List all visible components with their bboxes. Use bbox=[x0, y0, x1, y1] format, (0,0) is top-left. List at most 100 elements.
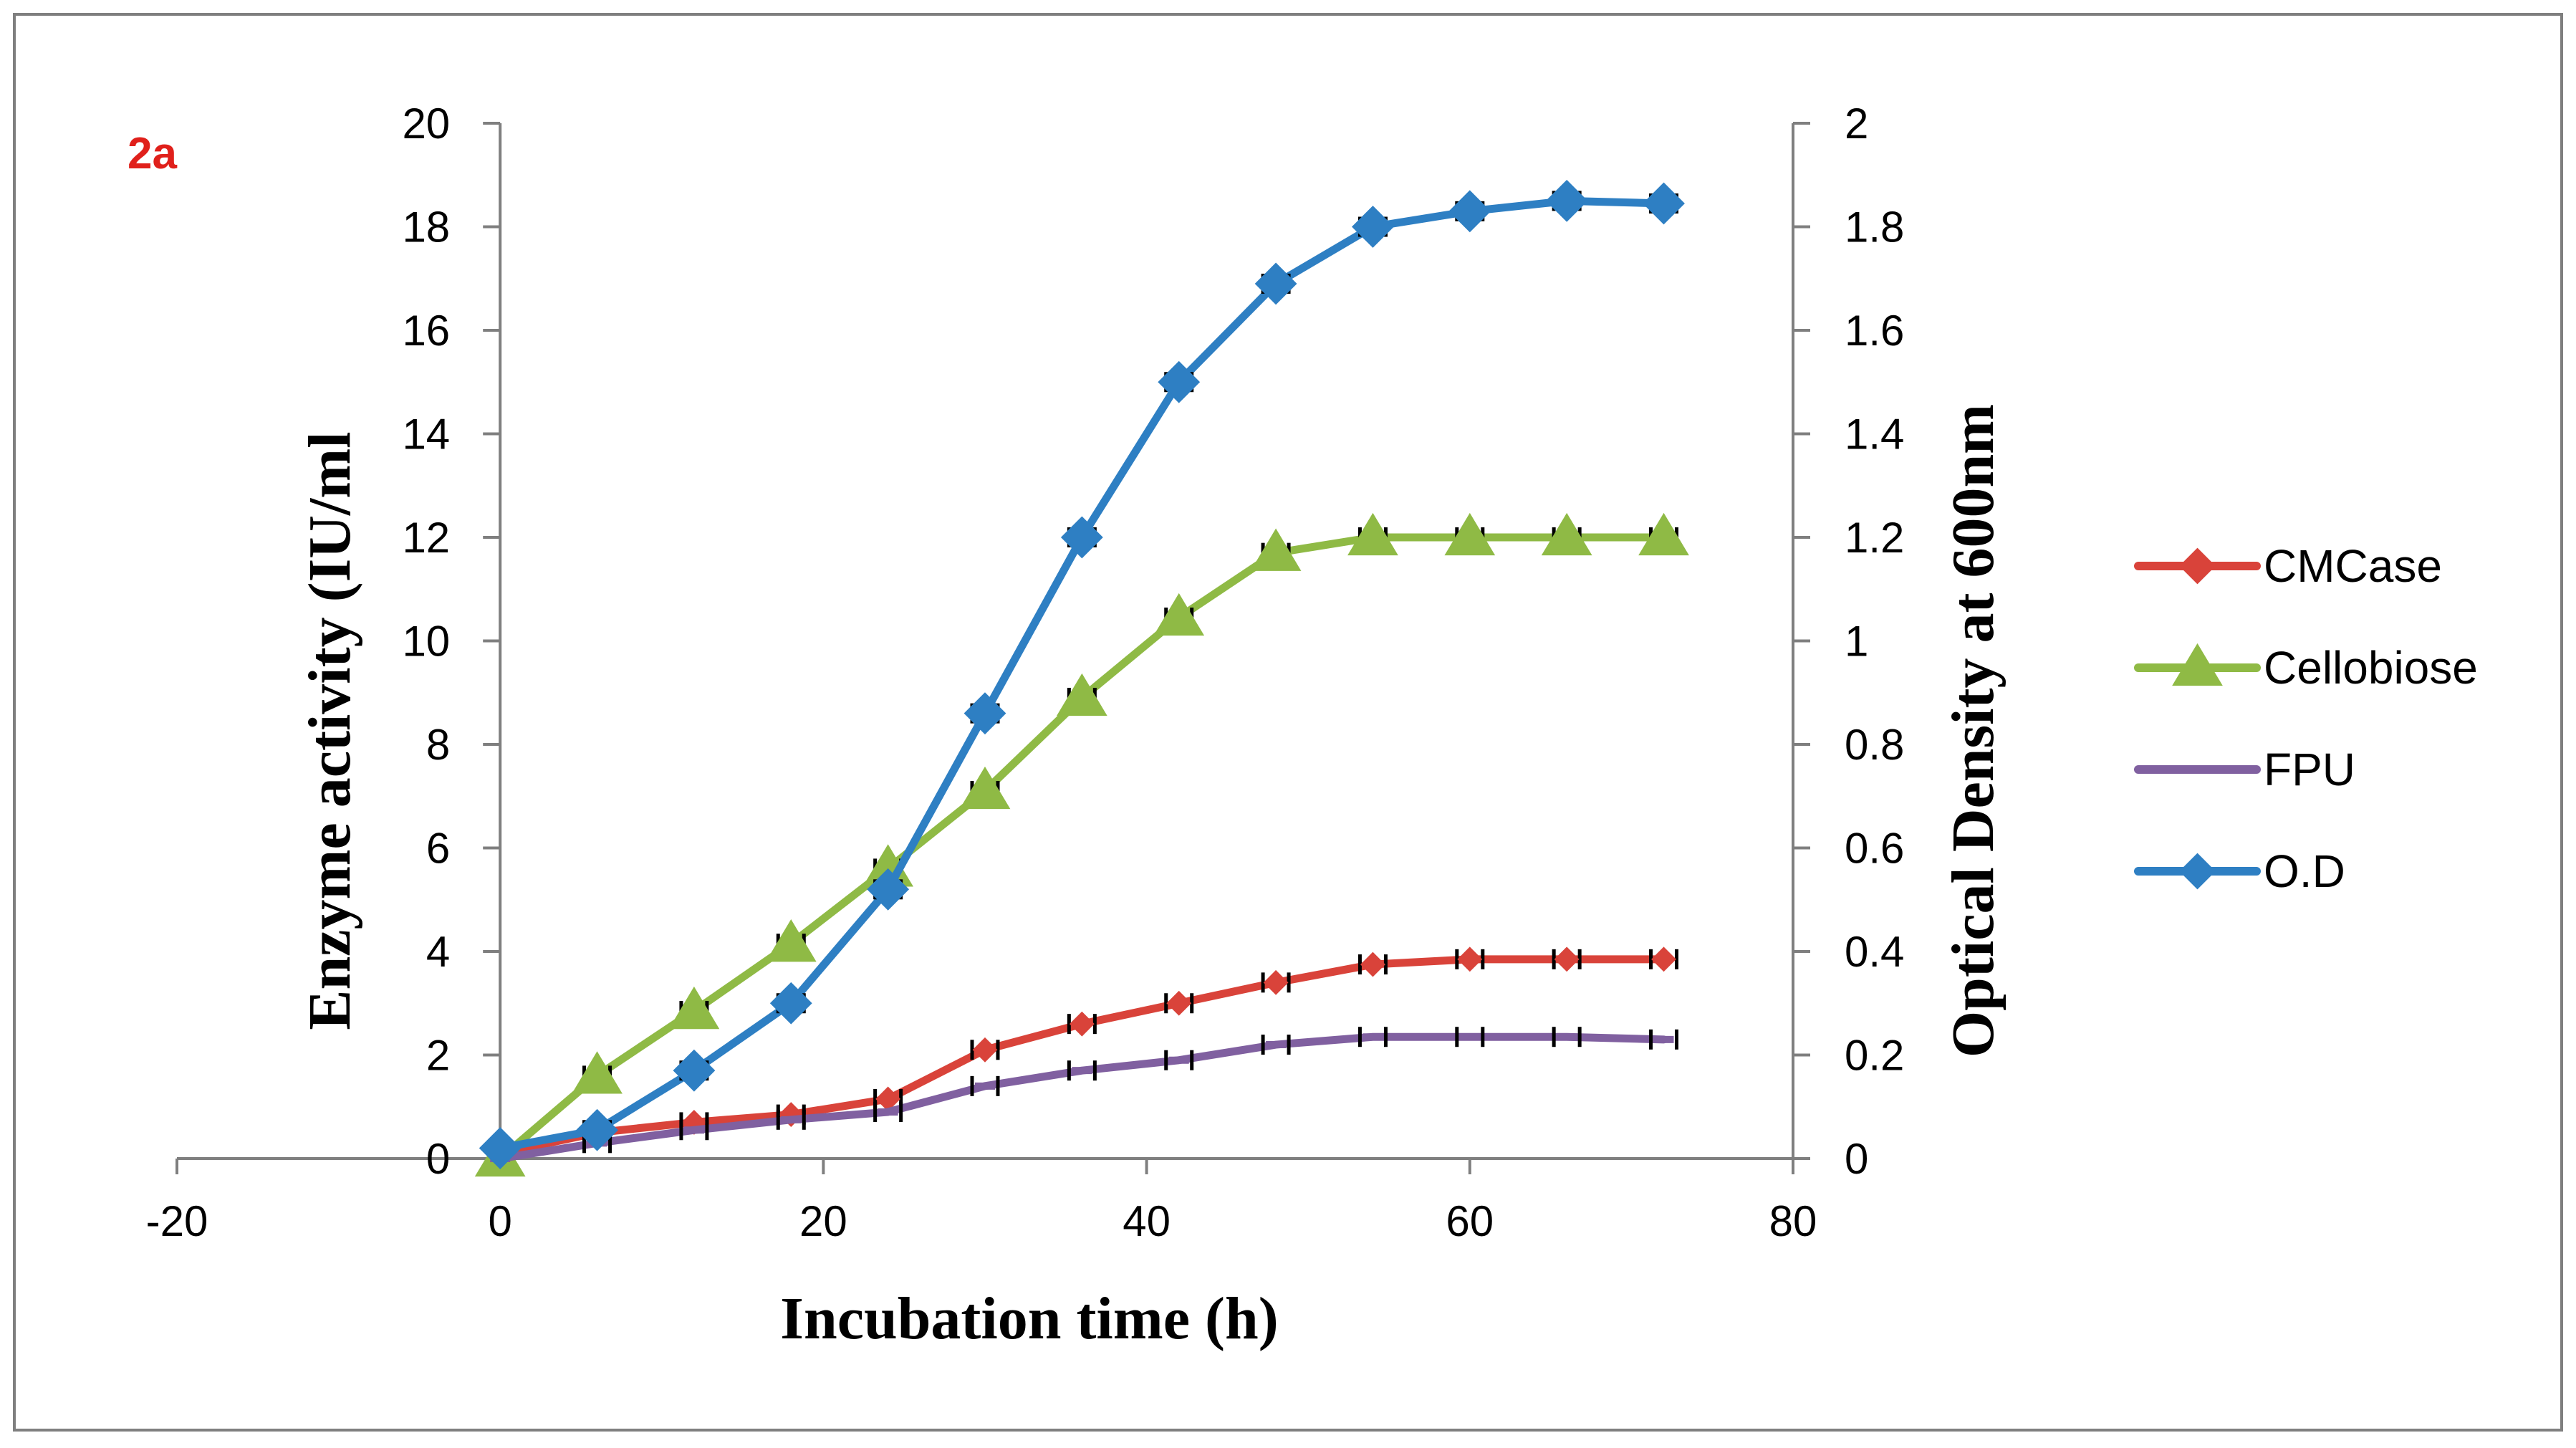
y-left-tick-label: 12 bbox=[402, 514, 450, 562]
series-fpu bbox=[490, 1027, 1679, 1163]
legend-label-o-d: O.D bbox=[2264, 845, 2345, 897]
data-point-cellobiose bbox=[1153, 593, 1205, 636]
error-bar-fpu bbox=[1649, 1029, 1679, 1050]
series-cellobiose bbox=[474, 512, 1689, 1177]
data-point-o-d bbox=[963, 692, 1006, 735]
y-right-tick-label: 0.8 bbox=[1845, 721, 1904, 769]
data-point-cellobiose bbox=[1347, 512, 1398, 556]
y-right-tick-label: 1.6 bbox=[1845, 307, 1904, 355]
error-bar-fpu bbox=[776, 1109, 806, 1130]
x-tick-label: 40 bbox=[1123, 1197, 1171, 1245]
error-bar-cmcase bbox=[1649, 949, 1679, 969]
error-bar-cmcase bbox=[1261, 972, 1291, 993]
data-point-cmcase bbox=[1263, 969, 1289, 995]
data-point-o-d bbox=[1352, 206, 1394, 248]
legend-marker-o-d bbox=[2179, 853, 2216, 890]
legend-label-cmcase: CMCase bbox=[2264, 540, 2442, 592]
data-point-o-d bbox=[673, 1049, 716, 1092]
y-right-tick-label: 0.2 bbox=[1845, 1032, 1904, 1080]
data-point-o-d bbox=[1254, 262, 1297, 305]
y-right-tick-label: 1.8 bbox=[1845, 203, 1904, 251]
y-right-tick-label: 1.4 bbox=[1845, 411, 1904, 459]
y-left-tick-label: 16 bbox=[402, 307, 450, 355]
legend-item-cellobiose: Cellobiose bbox=[2134, 642, 2478, 694]
y-left-axis-title: Enzyme activity (IU/ml bbox=[297, 431, 363, 1030]
error-bar-fpu bbox=[679, 1120, 709, 1141]
error-bar-fpu bbox=[970, 1075, 1000, 1096]
series-layer bbox=[474, 179, 1689, 1177]
y-left-tick-label: 0 bbox=[426, 1135, 450, 1183]
legend-label-cellobiose: Cellobiose bbox=[2264, 642, 2478, 694]
error-bar-fpu bbox=[1357, 1027, 1388, 1047]
y-left-tick-label: 8 bbox=[426, 721, 450, 769]
data-point-o-d bbox=[1158, 360, 1201, 403]
y-right-tick-label: 0.6 bbox=[1845, 825, 1904, 873]
error-bar-cmcase bbox=[1455, 949, 1485, 969]
error-bar-cmcase bbox=[1164, 993, 1194, 1014]
error-bar-fpu bbox=[1261, 1035, 1291, 1055]
x-tick-label: -20 bbox=[146, 1197, 208, 1245]
data-point-cellobiose bbox=[1056, 673, 1107, 716]
axes-layer: -20 0 20 40 60 800246810121416182000.20.40.60… bbox=[146, 100, 1905, 1245]
data-point-cmcase bbox=[1554, 946, 1580, 972]
y-left-tick-label: 6 bbox=[426, 825, 450, 873]
y-left-tick-label: 14 bbox=[402, 411, 450, 459]
data-point-o-d bbox=[867, 868, 910, 911]
data-point-cmcase bbox=[1069, 1011, 1095, 1037]
data-point-o-d bbox=[1060, 516, 1103, 559]
y-right-tick-label: 0 bbox=[1845, 1135, 1868, 1183]
x-tick-label: 60 bbox=[1446, 1197, 1494, 1245]
data-point-o-d bbox=[1448, 190, 1491, 233]
y-left-tick-label: 10 bbox=[402, 618, 450, 666]
text-layer: 2a Incubation time (h) Enzyme activity (… bbox=[128, 129, 2007, 1352]
data-point-cellobiose bbox=[765, 919, 817, 962]
legend-item-cmcase: CMCase bbox=[2134, 540, 2442, 592]
y-right-axis-title: Optical Density at 600nm bbox=[1940, 404, 2007, 1058]
y-left-tick-label: 20 bbox=[402, 100, 450, 148]
data-point-cellobiose bbox=[1444, 512, 1496, 556]
x-axis-title: Incubation time (h) bbox=[780, 1285, 1278, 1352]
y-right-tick-label: 0.4 bbox=[1845, 928, 1904, 976]
chart-frame bbox=[13, 13, 2563, 1432]
data-point-o-d bbox=[769, 982, 812, 1025]
panel-label: 2a bbox=[128, 129, 177, 178]
data-point-o-d bbox=[1545, 179, 1588, 222]
data-point-cmcase bbox=[1457, 946, 1483, 972]
legend-marker-cellobiose bbox=[2172, 643, 2223, 686]
data-point-cellobiose bbox=[572, 1051, 623, 1094]
x-tick-label: 20 bbox=[799, 1197, 847, 1245]
y-left-tick-label: 2 bbox=[426, 1032, 450, 1080]
legend-item-o-d: O.D bbox=[2134, 845, 2345, 897]
error-bar-cmcase bbox=[1357, 954, 1388, 975]
error-bar-fpu bbox=[1067, 1060, 1097, 1081]
data-point-cellobiose bbox=[1541, 512, 1592, 556]
data-point-cellobiose bbox=[668, 986, 720, 1030]
y-right-tick-label: 1.2 bbox=[1845, 514, 1904, 562]
error-bar-fpu bbox=[873, 1101, 903, 1122]
error-bar-cmcase bbox=[1552, 949, 1582, 969]
data-point-cellobiose bbox=[1250, 528, 1302, 571]
data-point-cmcase bbox=[1651, 946, 1676, 972]
error-bar-fpu bbox=[1455, 1027, 1485, 1047]
data-point-o-d bbox=[576, 1108, 618, 1151]
y-right-tick-label: 2 bbox=[1845, 100, 1868, 148]
data-point-cellobiose bbox=[1638, 512, 1689, 556]
legend: CMCase Cellobiose FPU O.D bbox=[2134, 540, 2478, 897]
data-point-cmcase bbox=[972, 1037, 998, 1063]
legend-item-fpu: FPU bbox=[2134, 744, 2355, 795]
legend-label-fpu: FPU bbox=[2264, 744, 2355, 795]
data-point-cmcase bbox=[1360, 951, 1385, 977]
legend-marker-cmcase bbox=[2179, 547, 2216, 585]
error-bar-cmcase bbox=[970, 1040, 1000, 1060]
data-point-cellobiose bbox=[959, 766, 1011, 810]
series-o-d bbox=[479, 179, 1685, 1169]
error-bar-fpu bbox=[1552, 1027, 1582, 1047]
error-bar-cmcase bbox=[1067, 1014, 1097, 1035]
y-right-tick-label: 1 bbox=[1845, 618, 1868, 666]
y-left-tick-label: 4 bbox=[426, 928, 450, 976]
x-tick-label: 80 bbox=[1769, 1197, 1817, 1245]
error-bar-fpu bbox=[1164, 1050, 1194, 1070]
y-left-tick-label: 18 bbox=[402, 203, 450, 251]
